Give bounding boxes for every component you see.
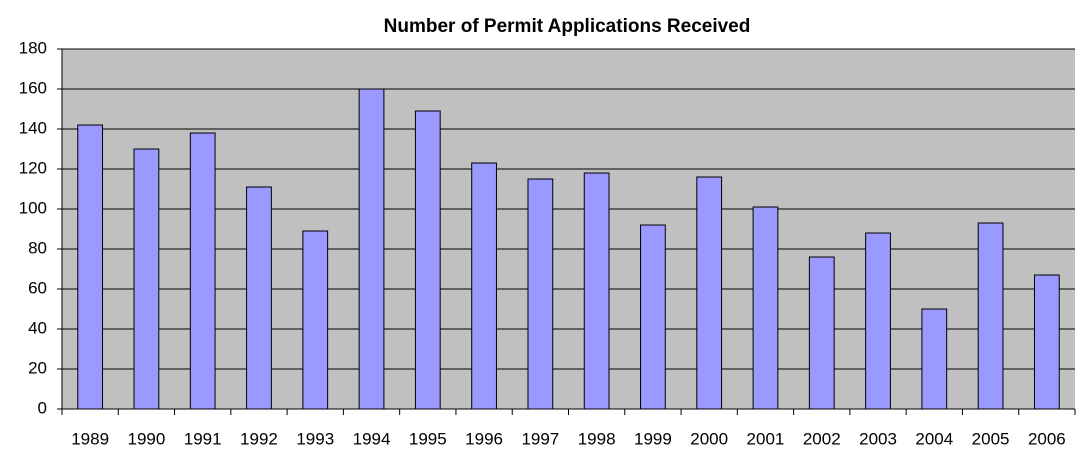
- x-tick-label: 2003: [859, 429, 897, 448]
- bar: [752, 206, 779, 410]
- x-tick-label: 2004: [915, 429, 953, 448]
- plot-area: [62, 49, 1075, 409]
- x-tick-label: 1994: [353, 429, 391, 448]
- x-tick-label: 1992: [240, 429, 278, 448]
- bar: [865, 232, 891, 410]
- bar: [133, 148, 160, 410]
- x-tick-label: 1993: [296, 429, 334, 448]
- x-tick-label: 1997: [521, 429, 559, 448]
- x-tick-label: 2005: [972, 429, 1010, 448]
- y-tick-label: 100: [19, 198, 47, 217]
- y-tick-label: 20: [28, 358, 47, 377]
- x-tick-label: 1996: [465, 429, 503, 448]
- bar: [921, 308, 948, 410]
- bar: [808, 256, 835, 410]
- x-tick-label: 2001: [747, 429, 785, 448]
- bar: [358, 88, 385, 410]
- bar: [302, 230, 329, 410]
- bar: [527, 178, 554, 410]
- x-tick-label: 2006: [1028, 429, 1066, 448]
- bar: [977, 222, 1004, 410]
- y-tick-label: 120: [19, 158, 47, 177]
- x-tick-label: 2000: [690, 429, 728, 448]
- bar: [77, 124, 104, 410]
- bar: [583, 172, 610, 410]
- bar: [414, 110, 441, 410]
- y-tick-label: 160: [19, 78, 47, 97]
- bar: [696, 176, 723, 410]
- x-tick-label: 1999: [634, 429, 672, 448]
- y-tick-label: 180: [19, 38, 47, 57]
- x-tick-label: 2002: [803, 429, 841, 448]
- bar: [189, 132, 216, 410]
- bar: [246, 186, 272, 410]
- bar: [1033, 274, 1060, 410]
- y-tick-label: 140: [19, 118, 47, 137]
- x-tick-label: 1998: [578, 429, 616, 448]
- chart-title: Number of Permit Applications Received: [384, 16, 751, 37]
- bar: [640, 224, 666, 410]
- x-tick-label: 1990: [128, 429, 166, 448]
- x-tick-label: 1991: [184, 429, 222, 448]
- y-tick-label: 80: [28, 238, 47, 257]
- y-tick-label: 60: [28, 278, 47, 297]
- y-tick-label: 0: [38, 398, 47, 417]
- bar: [471, 162, 497, 410]
- x-tick-label: 1989: [71, 429, 109, 448]
- x-tick-label: 1995: [409, 429, 447, 448]
- y-tick-label: 40: [28, 318, 47, 337]
